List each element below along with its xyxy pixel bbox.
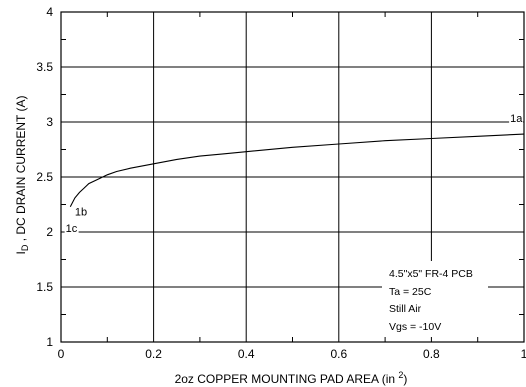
x-tick-label: 0.4 <box>238 347 255 361</box>
conditions-note-line: Still Air <box>389 303 422 315</box>
conditions-note: 4.5"x5" FR-4 PCB Ta = 25C Still Air Vgs … <box>382 261 488 337</box>
y-axis-title: ID , DC DRAIN CURRENT (A) <box>14 96 30 255</box>
x-tick-label: 0.6 <box>330 347 347 361</box>
grid-lines <box>61 12 524 342</box>
conditions-note-box <box>382 261 488 337</box>
y-tick-label: 1 <box>46 335 53 349</box>
conditions-note-line: 4.5"x5" FR-4 PCB <box>389 268 473 280</box>
annotation-background <box>509 112 524 124</box>
curve-annotation: 1b <box>75 207 87 219</box>
conditions-note-line: Ta = 25C <box>389 286 432 298</box>
curve-annotations: 1a 1b 1c <box>64 112 524 235</box>
x-tick-label: 0.2 <box>145 347 162 361</box>
y-tick-label: 1.5 <box>36 280 53 294</box>
y-tick-label: 3.5 <box>36 60 53 74</box>
annotation-background <box>64 222 79 234</box>
y-tick-label: 2.5 <box>36 170 53 184</box>
x-tick-label: 0.8 <box>423 347 440 361</box>
curve-annotation: 1c <box>66 223 78 235</box>
y-axis-title-sub: D <box>20 244 30 251</box>
x-tick-labels: 0 0.2 0.4 0.6 0.8 1 <box>58 347 526 361</box>
x-axis-title-sup: 2 <box>398 370 403 380</box>
y-tick-label: 4 <box>46 5 53 19</box>
annotation-background <box>73 205 88 218</box>
axis-ticks <box>61 12 524 342</box>
y-tick-label: 3 <box>46 115 53 129</box>
y-tick-label: 2 <box>46 225 53 239</box>
x-axis-title-end: ) <box>403 372 407 386</box>
y-tick-labels: 1 1.5 2 2.5 3 3.5 4 <box>36 5 53 349</box>
y-axis-title-rest: , DC DRAIN CURRENT (A) <box>14 96 28 245</box>
conditions-note-line: Vgs = -10V <box>389 321 441 333</box>
x-axis-title: 2oz COPPER MOUNTING PAD AREA (in 2) <box>175 370 408 386</box>
x-axis-title-main: 2oz COPPER MOUNTING PAD AREA (in <box>175 372 399 386</box>
series-line <box>69 133 525 207</box>
x-tick-label: 0 <box>58 347 65 361</box>
curve-annotation: 1a <box>510 113 523 125</box>
y-axis-title-main: I <box>14 251 28 254</box>
x-tick-label: 1 <box>521 347 526 361</box>
